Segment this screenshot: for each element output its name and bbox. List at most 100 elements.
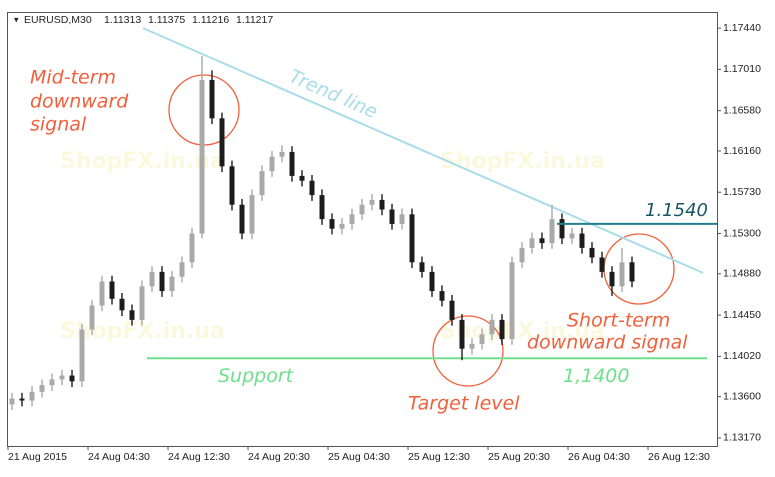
y-tick-label: 1.14880: [723, 268, 761, 280]
x-tick-label: 24 Aug 12:30: [168, 451, 230, 463]
candle-body: [549, 219, 555, 244]
x-tick-label: 25 Aug 20:30: [488, 451, 550, 463]
candle-body: [439, 291, 445, 301]
candle-body: [399, 214, 405, 224]
y-tick-label: 1.14020: [723, 350, 761, 362]
candle-body: [579, 233, 585, 248]
candle-body: [359, 204, 365, 215]
candle-body: [89, 305, 95, 330]
candle-body: [299, 175, 305, 181]
candle-body: [479, 334, 485, 344]
candle-body: [599, 257, 605, 272]
candle-body: [589, 247, 595, 258]
candle-body: [19, 398, 25, 401]
y-tick-label: 1.15300: [723, 227, 761, 239]
candle-body: [449, 300, 455, 320]
candle-body: [369, 199, 375, 205]
candle-body: [59, 375, 65, 380]
candle-body: [519, 247, 525, 263]
header-value: 1.11375: [148, 14, 185, 26]
candle-body: [509, 262, 515, 340]
candle-body: [39, 385, 45, 392]
candle-body: [569, 233, 575, 239]
annotation: Mid-term: [30, 67, 116, 89]
candle-body: [309, 180, 315, 196]
trend-line: [142, 27, 704, 274]
candle-body: [389, 209, 395, 224]
candle-body: [409, 214, 415, 263]
y-tick-label: 1.13600: [723, 390, 761, 402]
y-tick-label: 1.17440: [723, 22, 761, 34]
annotation: Short-term: [567, 310, 670, 332]
x-tick-label: 24 Aug 04:30: [88, 451, 150, 463]
candle-body: [619, 262, 625, 287]
x-tick-label: 26 Aug 12:30: [648, 451, 710, 463]
x-tick-label: 21 Aug 2015: [8, 451, 67, 463]
candle-body: [609, 271, 615, 287]
candle-body: [9, 398, 15, 405]
candle-body: [29, 391, 35, 401]
candle-body: [209, 79, 215, 119]
symbol: EURUSD,M30: [24, 14, 92, 26]
y-tick-label: 1.15730: [723, 186, 761, 198]
x-tick-label: 25 Aug 12:30: [408, 451, 470, 463]
candle-body: [559, 219, 565, 239]
annotation: downward signal: [527, 332, 688, 354]
header-value: 1.11216: [192, 14, 229, 26]
candle-body: [249, 195, 255, 234]
candle-body: [69, 375, 75, 382]
candle-body: [349, 214, 355, 224]
candle-body: [289, 151, 295, 176]
candle-body: [179, 262, 185, 277]
watermark: ShopFX.in.ua: [440, 149, 605, 174]
y-tick-label: 1.17010: [723, 63, 761, 75]
candle-body: [139, 286, 145, 320]
candle-body: [219, 118, 225, 167]
support-value: 1,1400: [563, 365, 629, 387]
candle-body: [629, 262, 635, 282]
header-value: 1.11217: [236, 14, 273, 26]
candle-body: [469, 343, 475, 349]
x-tick-label: 26 Aug 04:30: [568, 451, 630, 463]
watermark: ShopFX.in.ua: [440, 319, 605, 344]
candle-body: [379, 199, 385, 210]
candle-body: [109, 281, 115, 299]
candle-body: [49, 379, 55, 386]
x-tick-label: 25 Aug 04:30: [328, 451, 390, 463]
dropdown-arrow: ▾: [14, 16, 19, 26]
candle-body: [319, 195, 325, 220]
candle-body: [189, 233, 195, 263]
candle-body: [279, 151, 285, 157]
y-tick-label: 1.16580: [723, 104, 761, 116]
candle-body: [159, 271, 165, 292]
candle-body: [539, 238, 545, 244]
candle-body: [169, 276, 175, 292]
candle-body: [149, 271, 155, 287]
candle-body: [229, 166, 235, 205]
annotation: Target level: [408, 393, 520, 415]
candle-body: [269, 156, 275, 172]
annotation: signal: [30, 114, 87, 136]
candle-body: [329, 219, 335, 229]
y-tick-label: 1.16160: [723, 145, 761, 157]
annotation-circle: [432, 315, 504, 387]
candle-body: [499, 319, 505, 340]
candle-body: [239, 204, 245, 234]
candle-body: [459, 319, 465, 349]
resistance-label: 1.1540: [645, 200, 708, 221]
candle-body: [129, 310, 135, 320]
y-tick-label: 1.14450: [723, 309, 761, 321]
plot-frame: [7, 12, 718, 447]
x-tick-label: 24 Aug 20:30: [248, 451, 310, 463]
candle-body: [119, 298, 125, 311]
candle-body: [79, 329, 85, 382]
support-label: Support: [218, 365, 295, 387]
candle-body: [529, 238, 535, 248]
candle-body: [339, 223, 345, 229]
candle-body: [429, 271, 435, 292]
trend-line-label: Trend line: [286, 65, 381, 123]
annotation: downward: [30, 91, 129, 113]
candle-body: [259, 171, 265, 196]
y-tick-label: 1.13170: [723, 432, 761, 444]
